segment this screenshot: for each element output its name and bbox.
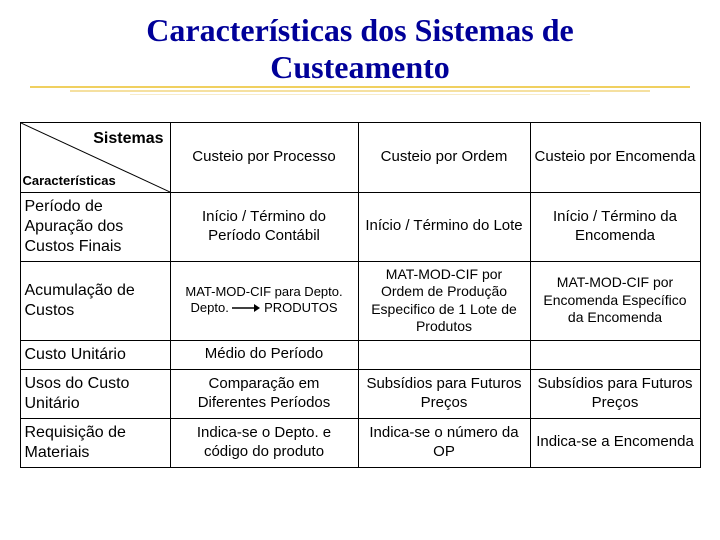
cell: MAT-MOD-CIF por Encomenda Específico da … — [530, 261, 700, 340]
slide-title: Características dos Sistemas de Custeame… — [0, 0, 720, 90]
cell: Início / Término do Lote — [358, 192, 530, 261]
cell: Subsídios para Futuros Preços — [530, 369, 700, 418]
row-label-usos: Usos do Custo Unitário — [20, 369, 170, 418]
corner-top-label: Sistemas — [93, 129, 163, 149]
cell-line: PRODUTOS — [264, 300, 337, 315]
corner-cell: Sistemas Características — [20, 122, 170, 192]
arrow-right-icon — [232, 301, 260, 317]
cell: Indica-se a Encomenda — [530, 418, 700, 467]
row-label-acumulacao: Acumulação de Custos — [20, 261, 170, 340]
col-header-processo: Custeio por Processo — [170, 122, 358, 192]
table-row: Período de Apuração dos Custos Finais In… — [20, 192, 700, 261]
cell — [358, 340, 530, 369]
row-label-periodo: Período de Apuração dos Custos Finais — [20, 192, 170, 261]
cell: Subsídios para Futuros Preços — [358, 369, 530, 418]
col-header-ordem: Custeio por Ordem — [358, 122, 530, 192]
header-row: Sistemas Características Custeio por Pro… — [20, 122, 700, 192]
cell — [530, 340, 700, 369]
col-header-encomenda: Custeio por Encomenda — [530, 122, 700, 192]
table-row: Usos do Custo Unitário Comparação em Dif… — [20, 369, 700, 418]
table-row: Acumulação de Custos MAT-MOD-CIF para De… — [20, 261, 700, 340]
cell: Comparação em Diferentes Períodos — [170, 369, 358, 418]
table-row: Custo Unitário Médio do Período — [20, 340, 700, 369]
row-label-custo-unitario: Custo Unitário — [20, 340, 170, 369]
row-label-requisicao: Requisição de Materiais — [20, 418, 170, 467]
cell: MAT-MOD-CIF por Ordem de Produção Especi… — [358, 261, 530, 340]
title-line1: Características dos Sistemas de — [146, 12, 573, 48]
cell-line: Depto. — [191, 300, 229, 315]
title-line2: Custeamento — [270, 49, 450, 85]
corner-bottom-label: Características — [23, 173, 116, 189]
table-row: Requisição de Materiais Indica-se o Dept… — [20, 418, 700, 467]
cell: Indica-se o número da OP — [358, 418, 530, 467]
cell: Médio do Período — [170, 340, 358, 369]
costing-systems-table: Sistemas Características Custeio por Pro… — [20, 122, 701, 468]
cell: Início / Término do Período Contábil — [170, 192, 358, 261]
cell-line: MAT-MOD-CIF para Depto. — [185, 284, 342, 299]
cell: Início / Término da Encomenda — [530, 192, 700, 261]
cell: MAT-MOD-CIF para Depto. Depto. PRODUTOS — [170, 261, 358, 340]
title-underline — [30, 86, 690, 96]
cell: Indica-se o Depto. e código do produto — [170, 418, 358, 467]
